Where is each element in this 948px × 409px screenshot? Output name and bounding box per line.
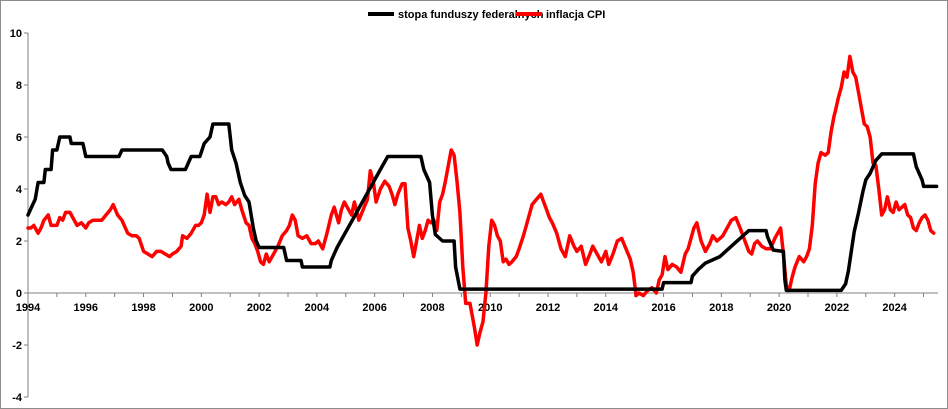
x-tick-label: 2018 <box>709 302 733 314</box>
y-tick-label: 10 <box>10 28 22 40</box>
series-line-cpi <box>26 54 936 347</box>
x-tick-label: 2024 <box>882 302 907 314</box>
y-tick-label: 0 <box>16 288 22 300</box>
x-tick-label: 2010 <box>478 302 502 314</box>
x-tick-label: 1996 <box>74 302 98 314</box>
y-tick-label: 6 <box>16 132 22 144</box>
legend-label-cpi: inflacja CPI <box>546 9 605 21</box>
axes <box>27 33 938 397</box>
x-tick-label: 2016 <box>651 302 675 314</box>
x-tick-label: 1998 <box>131 302 155 314</box>
x-tick-label: 2004 <box>305 302 330 314</box>
legend: stopa funduszy federalnych inflacja CPI <box>368 9 605 21</box>
x-tick-label: 2014 <box>594 302 619 314</box>
x-tick-label: 2006 <box>362 302 386 314</box>
legend-label-fed-funds: stopa funduszy federalnych <box>398 9 544 21</box>
x-tick-label: 2008 <box>420 302 444 314</box>
x-tick-label: 1994 <box>16 302 41 314</box>
x-tick-label: 2012 <box>536 302 560 314</box>
x-axis-ticks: 1994 1996 1998 2000 2002 2004 2006 2008 2010 2012… <box>16 293 925 314</box>
y-tick-label: -4 <box>12 392 23 404</box>
series-line-fed-funds <box>26 122 939 293</box>
y-axis-ticks: -4 -2 0 2 4 6 8 10 <box>10 28 28 404</box>
y-tick-label: 8 <box>16 80 22 92</box>
series-layer <box>26 54 939 347</box>
y-tick-label: 2 <box>16 236 22 248</box>
y-tick-label: -2 <box>12 340 22 352</box>
x-tick-label: 2000 <box>189 302 213 314</box>
y-tick-label: 4 <box>16 184 23 196</box>
x-tick-label: 2020 <box>767 302 791 314</box>
x-tick-label: 2002 <box>247 302 271 314</box>
x-tick-label: 2022 <box>825 302 849 314</box>
